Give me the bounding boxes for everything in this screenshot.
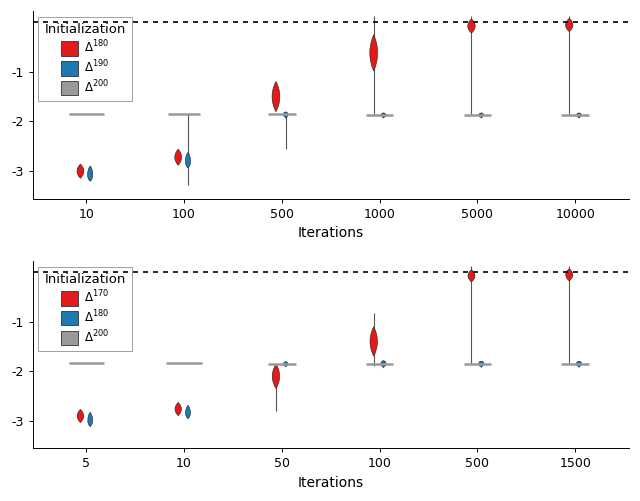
Polygon shape bbox=[77, 164, 84, 178]
Polygon shape bbox=[370, 327, 378, 356]
Polygon shape bbox=[186, 153, 191, 168]
Polygon shape bbox=[566, 269, 573, 281]
X-axis label: Iterations: Iterations bbox=[298, 226, 364, 240]
Polygon shape bbox=[479, 113, 483, 118]
Polygon shape bbox=[577, 361, 582, 367]
Polygon shape bbox=[284, 112, 288, 118]
Polygon shape bbox=[284, 362, 288, 367]
Polygon shape bbox=[272, 82, 280, 112]
Polygon shape bbox=[186, 405, 190, 418]
Polygon shape bbox=[468, 19, 476, 33]
Legend: $\Delta^{180}$, $\Delta^{190}$, $\Delta^{200}$: $\Delta^{180}$, $\Delta^{190}$, $\Delta^… bbox=[38, 17, 132, 101]
Polygon shape bbox=[175, 403, 181, 415]
Polygon shape bbox=[88, 166, 93, 181]
Polygon shape bbox=[381, 361, 386, 368]
Polygon shape bbox=[479, 361, 484, 367]
Legend: $\Delta^{170}$, $\Delta^{180}$, $\Delta^{200}$: $\Delta^{170}$, $\Delta^{180}$, $\Delta^… bbox=[38, 267, 132, 351]
Polygon shape bbox=[272, 364, 280, 388]
Polygon shape bbox=[175, 149, 182, 165]
Polygon shape bbox=[88, 412, 93, 426]
Polygon shape bbox=[566, 19, 573, 32]
Polygon shape bbox=[468, 270, 475, 282]
X-axis label: Iterations: Iterations bbox=[298, 476, 364, 490]
Polygon shape bbox=[370, 35, 378, 71]
Polygon shape bbox=[77, 409, 84, 422]
Polygon shape bbox=[381, 113, 386, 118]
Polygon shape bbox=[577, 113, 581, 118]
